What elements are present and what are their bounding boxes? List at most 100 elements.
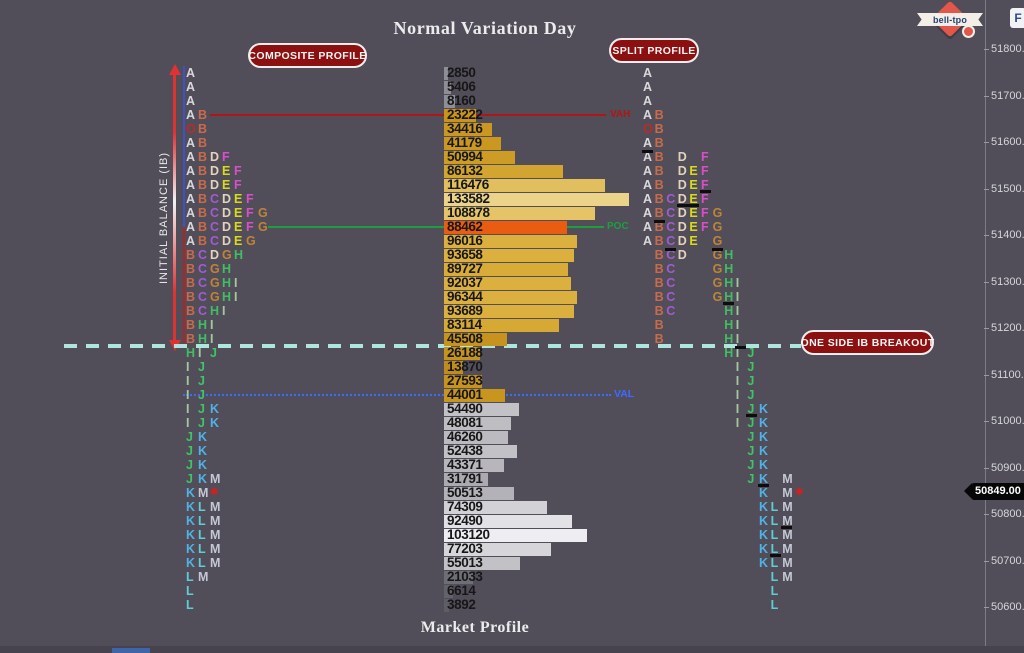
split-boundary-mark [653, 220, 665, 223]
tpo-letter-split: K [759, 486, 769, 500]
axis-tick [984, 514, 989, 515]
tpo-letter-composite: K [186, 514, 196, 528]
volume-bar [444, 108, 477, 122]
tpo-letter-split: G [711, 248, 723, 262]
tpo-letter-composite: K [186, 528, 196, 542]
tpo-letter-split: I [735, 388, 740, 402]
composite-profile-badge: COMPOSITE PROFILE [248, 43, 367, 68]
tpo-letter-composite: I [186, 416, 190, 430]
axis-tick-label: 51700.00 [991, 89, 1024, 102]
volume-bar [444, 234, 577, 248]
tpo-letter-split: K [759, 444, 769, 458]
axis-tick-label: 51100.00 [991, 368, 1024, 381]
tpo-letter-composite: C [210, 234, 220, 248]
tpo-letter-composite: A [186, 94, 196, 108]
volume-bar [444, 374, 483, 388]
volume-bar [444, 346, 481, 360]
tpo-letter-split: M [782, 500, 793, 514]
tpo-letter-composite: J [198, 374, 205, 388]
split-boundary-mark [769, 554, 781, 557]
tpo-letter-split: K [759, 528, 769, 542]
tpo-letter-split: D [677, 178, 687, 192]
tpo-letter-composite: B [198, 234, 208, 248]
tpo-letter-split: L [769, 542, 783, 557]
tpo-letter-composite: H [198, 318, 208, 332]
tpo-letter-split: I [734, 346, 748, 360]
ib-range-arrow [173, 74, 176, 340]
volume-bar [444, 570, 474, 584]
corner-toolbar-button[interactable]: F [1010, 8, 1024, 28]
axis-tick [984, 49, 989, 50]
tpo-letter-split: M [782, 472, 793, 486]
volume-bar [444, 598, 450, 612]
volume-bar [444, 150, 515, 164]
split-boundary-mark [781, 526, 793, 529]
volume-label: 5406 [447, 79, 476, 94]
tpo-letter-split: F [701, 206, 709, 220]
volume-label: 86132 [447, 163, 483, 178]
volume-bar [444, 458, 505, 472]
volume-label: 23222 [447, 107, 483, 122]
tpo-letter-composite: F [246, 220, 254, 234]
tpo-letter-split: B [654, 192, 664, 206]
tpo-letter-split: A [642, 150, 653, 164]
tpo-letter-split: J [747, 388, 755, 402]
logo-text: bell-tpo [932, 14, 968, 25]
tpo-letter-split: B [654, 108, 664, 122]
one-side-ib-breakout-badge: ONE SIDE IB BREAKOUT [801, 330, 934, 355]
tpo-letter-split: L [770, 500, 779, 514]
tpo-letter-composite: K [186, 556, 196, 570]
volume-label: 6614 [447, 583, 476, 598]
tpo-letter-composite: F [246, 206, 254, 220]
tpo-letter-composite: G [210, 262, 220, 276]
tpo-letter-composite: D [222, 192, 232, 206]
tpo-letter-composite: C [198, 262, 208, 276]
tpo-letter-composite: G [258, 220, 268, 234]
axis-tick-label: 51200.00 [991, 322, 1024, 334]
tpo-letter-composite: J [186, 430, 193, 444]
tpo-letter-composite: B [198, 220, 208, 234]
volume-bar [444, 206, 595, 220]
tpo-letter-split: D [677, 206, 687, 220]
tpo-letter-split: K [759, 458, 769, 472]
volume-bar [444, 402, 520, 416]
axis-tick-label: 50700.00 [991, 554, 1024, 567]
tpo-letter-composite: K [186, 486, 196, 500]
tpo-letter-split: I [735, 360, 740, 374]
tpo-letter-composite: D [222, 206, 232, 220]
volume-label: 55013 [447, 555, 483, 570]
tpo-letter-composite: K [198, 430, 208, 444]
tpo-letter-composite: H [234, 248, 244, 262]
volume-bar [444, 416, 511, 430]
tpo-letter-composite: M [198, 486, 209, 500]
tpo-letter-split: A [643, 136, 653, 150]
tpo-letter-split: E [688, 192, 700, 207]
tpo-letter-split: F [701, 192, 709, 206]
tpo-letter-composite: D [210, 150, 220, 164]
tpo-letter-composite: M [198, 570, 209, 584]
volume-label: 50994 [447, 149, 483, 164]
tpo-letter-split: M [782, 556, 793, 570]
tpo-letter-split: K [759, 416, 769, 430]
axis-tick [984, 95, 989, 97]
volume-label: 3892 [447, 597, 476, 612]
price-axis-line [985, 0, 986, 646]
tpo-letter-composite: E [222, 164, 231, 178]
volume-label: 116476 [447, 177, 489, 192]
tpo-letter-split: G [712, 234, 723, 248]
tpo-letter-composite: A [186, 164, 196, 178]
volume-label: 31791 [447, 471, 483, 486]
tpo-letter-composite: A [186, 150, 196, 164]
tpo-letter-composite: E [234, 192, 243, 206]
tpo-letter-composite: B [186, 262, 196, 276]
tpo-letter-composite: I [186, 374, 190, 388]
volume-label: 96344 [447, 289, 483, 304]
split-boundary-mark [642, 150, 653, 153]
axis-tick [984, 560, 989, 562]
tpo-letter-composite: L [198, 528, 206, 542]
volume-bar [444, 556, 521, 570]
tpo-letter-composite: B [186, 318, 196, 332]
tpo-letter-split: J [747, 444, 755, 458]
axis-tick-label: 50600.00 [991, 601, 1024, 613]
tpo-letter-split: F [701, 150, 709, 164]
